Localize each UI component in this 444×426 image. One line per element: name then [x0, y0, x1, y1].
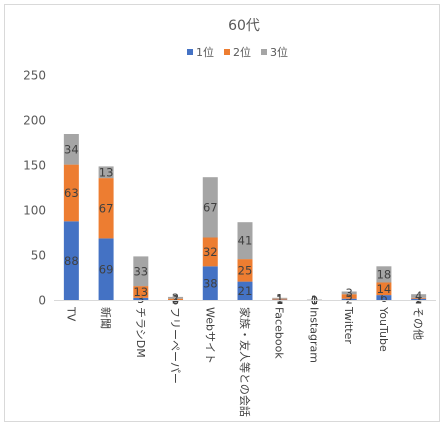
bar-segment [411, 297, 427, 299]
bar-segment [237, 281, 253, 301]
y-tick-label: 0 [38, 294, 46, 308]
data-label: 67 [99, 201, 114, 215]
data-label: 69 [99, 262, 114, 276]
bar-segment [202, 177, 218, 238]
x-tick-label: YouTube [377, 306, 390, 352]
bar-segment [202, 266, 218, 301]
data-label: 14 [377, 282, 392, 296]
bar-segment [272, 297, 288, 299]
legend-label-2: 2位 [233, 45, 251, 59]
data-label: 1 [276, 291, 283, 305]
x-tick-label: 新聞 [99, 307, 113, 329]
data-label: 41 [238, 234, 253, 248]
legend-label-3: 3位 [270, 45, 288, 59]
bar-segment [341, 291, 357, 295]
data-label: 13 [133, 285, 148, 299]
bar-segment [98, 166, 114, 179]
data-label: 34 [64, 142, 79, 156]
legend-swatch-1 [187, 49, 193, 55]
y-tick-label: 100 [23, 204, 46, 218]
x-tick-label: チラシDM [134, 307, 147, 358]
data-label: 6 [380, 291, 387, 305]
data-label: 5 [346, 289, 353, 303]
x-tick-label: その他 [412, 307, 425, 340]
bar-segment [168, 298, 184, 301]
bar-segment [341, 294, 357, 299]
data-label: 25 [238, 263, 253, 277]
chart-title: 60代 [228, 18, 260, 34]
bar-segment [376, 295, 392, 301]
x-tick-label: Webサイト [203, 307, 216, 364]
data-label: 33 [133, 264, 148, 278]
data-label: 2 [415, 293, 422, 307]
data-label: 2 [346, 293, 353, 307]
bar-segment [376, 266, 392, 283]
data-label: 13 [99, 165, 114, 179]
y-tick-label: 200 [23, 114, 46, 128]
legend: 1位 2位 3位 [187, 45, 288, 59]
x-tick-label: Twitter [342, 306, 355, 344]
legend-swatch-3 [261, 49, 267, 55]
bar-segment [341, 298, 357, 301]
x-axis: TV 新聞 チラシDM フリーペーパー Webサイト 家族・友人等との会話 Facebook… [54, 300, 436, 417]
bar-segment [63, 164, 79, 222]
x-tick-label: TV [64, 306, 77, 322]
bar-segment [272, 298, 288, 300]
x-tick-label: Facebook [273, 307, 286, 359]
bar-segment [133, 256, 149, 287]
data-label: 1 [415, 291, 422, 305]
data-label: 3 [346, 286, 353, 300]
data-label: 88 [64, 254, 79, 268]
bar-segment [237, 259, 253, 282]
x-tick-label: フリーペーパー [169, 307, 182, 384]
y-tick-label: 250 [23, 69, 46, 83]
data-label: 4 [415, 289, 422, 303]
y-tick-label: 150 [23, 159, 46, 173]
bar-segment [98, 178, 114, 239]
x-tick-label: Instagram [307, 307, 320, 363]
data-label: 3 [137, 292, 144, 306]
data-label: 38 [203, 276, 218, 290]
data-label: 2 [172, 291, 179, 305]
bars: 8863346967133133302238326721254111100125… [63, 134, 427, 308]
bar-segment [168, 296, 184, 299]
y-tick-label: 50 [31, 249, 46, 263]
y-axis: 0 50 100 150 200 250 [23, 69, 46, 308]
data-label: 2 [172, 293, 179, 307]
bar-segment [411, 294, 427, 298]
legend-label-1: 1位 [196, 45, 214, 59]
bar-segment [202, 237, 218, 267]
bar-segment [63, 134, 79, 165]
bar-segment [133, 297, 149, 301]
bar-segment [376, 282, 392, 296]
bar-segment [411, 298, 427, 301]
x-tick-label: 家族・友人等との会話 [238, 307, 252, 417]
data-label: 21 [238, 284, 253, 298]
bar-segment [133, 286, 149, 298]
bar-segment [98, 238, 114, 301]
data-label: 1 [276, 292, 283, 306]
data-label: 63 [64, 186, 79, 200]
bar-segment [63, 221, 79, 301]
legend-swatch-2 [224, 49, 230, 55]
data-label: 18 [377, 267, 392, 281]
bar-segment [237, 222, 253, 260]
data-label: 32 [203, 245, 218, 259]
data-label: 67 [203, 200, 218, 214]
